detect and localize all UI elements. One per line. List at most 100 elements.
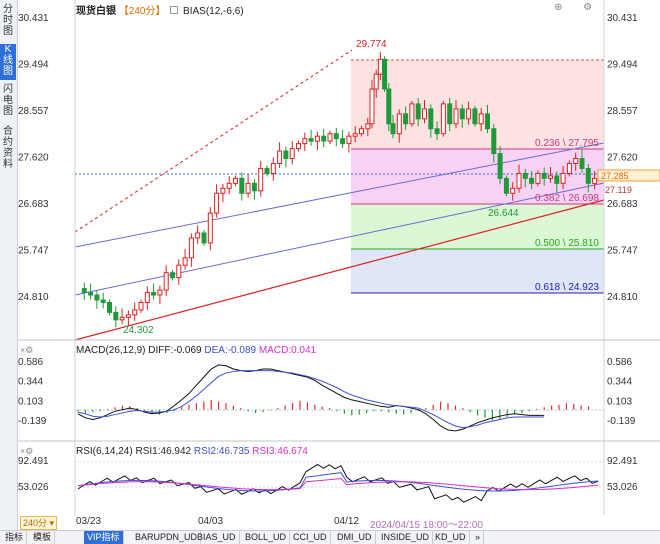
candle-body <box>138 301 144 311</box>
candle-body <box>289 148 295 160</box>
current-price-tag-text: 27.285 <box>601 171 629 181</box>
candle-body <box>510 187 516 194</box>
tab-indicator[interactable]: 指标 <box>2 531 28 544</box>
chart-header: 现货白银 【240分】 BIAS(12,-6,6) <box>76 2 244 17</box>
candle-body <box>214 192 220 214</box>
macd-panel-icons: ×⚙ <box>20 345 33 356</box>
candle-body <box>333 133 339 140</box>
tab-dmi[interactable]: DMI_UD <box>334 531 376 544</box>
candle-body <box>382 58 388 90</box>
tab-more-icon[interactable]: » <box>472 531 485 544</box>
candle-body <box>296 143 301 150</box>
cursor-time-label: 2024/04/15 18:00～22:00 <box>370 520 483 531</box>
candle-body <box>176 264 182 279</box>
candle-body <box>321 135 327 142</box>
rsi1-value: RSI1:46.942 <box>135 446 192 457</box>
tab-template[interactable]: 模板 <box>30 531 56 544</box>
candle-body <box>541 172 547 179</box>
settings-icon[interactable]: ⚙ <box>583 2 593 13</box>
candle-body <box>113 311 119 321</box>
candle-body <box>277 150 283 164</box>
low-label: 24.302 <box>123 325 154 336</box>
date-label: 04/03 <box>198 516 224 527</box>
y-tick-right: 25.747 <box>607 245 638 256</box>
candle-body <box>447 103 453 125</box>
trend-line-red[interactable] <box>74 199 605 341</box>
tab-timeshare[interactable]: 分时图 <box>3 4 13 37</box>
candle-body <box>529 177 535 184</box>
current-price-secondary: 27.119 <box>605 185 632 195</box>
chart-area[interactable]: 29.774 24.302 26.644 0.236 \ 27.795 0.38… <box>18 0 660 515</box>
tab-cci[interactable]: CCI_UD <box>290 531 331 544</box>
y-tick-right: 24.810 <box>607 292 638 303</box>
settings-square-icon[interactable] <box>170 6 179 14</box>
tab-boll[interactable]: BOLL_UD <box>242 531 291 544</box>
rsi2-value: RSI2:46.735 <box>193 446 250 457</box>
tab-lightning[interactable]: 闪电图 <box>3 84 13 117</box>
y-tick-right: 28.557 <box>607 106 638 117</box>
macd-y-ticks: 0.586 0.586 0.344 0.344 0.103 0.103 -0.139 -0.1… <box>18 357 636 427</box>
candle-body <box>359 128 364 135</box>
candle-body <box>340 138 346 145</box>
date-label: 04/12 <box>334 516 360 527</box>
close-icon[interactable]: × <box>20 345 26 355</box>
rsi-y-tick-left: 53.026 <box>18 482 49 493</box>
current-price-tag <box>597 169 660 182</box>
candle-body <box>233 177 238 184</box>
move-icon[interactable]: ⊕ <box>554 2 563 13</box>
fib-05-label: 0.500 \ 25.810 <box>535 238 599 249</box>
rsi3-line <box>77 478 599 491</box>
candle-body <box>107 301 112 313</box>
candle-body <box>566 162 572 174</box>
macd-diff-line <box>77 364 545 432</box>
settings-icon[interactable]: ⚙ <box>25 446 34 456</box>
rsi-title: RSI(6,14,24) <box>76 446 133 457</box>
candle-body <box>314 135 320 142</box>
settings-icon[interactable]: ⚙ <box>25 345 34 355</box>
candle-body <box>491 128 497 155</box>
macd-y-tick-left: 0.103 <box>18 396 43 407</box>
trend-line-blue-upper[interactable] <box>74 142 605 248</box>
tab-vip-indicator[interactable]: VIP指标 <box>84 531 124 544</box>
candle-body <box>440 103 446 135</box>
indicator-tab-bar: 指标 模板 VIP指标 BARUPDN_UD BIAS_UD BOLL_UD C… <box>0 530 660 544</box>
candle-body <box>125 314 131 318</box>
trend-line-dashed[interactable] <box>74 49 353 233</box>
tab-kd[interactable]: KD_UD <box>432 531 470 544</box>
candle-body <box>377 58 383 75</box>
candle-body <box>403 113 409 125</box>
tab-contract-info[interactable]: 合约资料 <box>3 126 13 170</box>
tab-barupdn[interactable]: BARUPDN_UD <box>132 531 202 544</box>
candle-body <box>88 292 94 296</box>
close-icon[interactable]: × <box>20 446 26 456</box>
candle-body <box>201 232 207 244</box>
y-tick-left: 24.810 <box>18 292 49 303</box>
kline-chart[interactable]: 29.774 24.302 26.644 0.236 \ 27.795 0.38… <box>18 0 660 515</box>
candlestick-series[interactable] <box>81 51 604 328</box>
y-tick-right: 26.683 <box>607 199 638 210</box>
left-tab-bar: 分时图 K线图 闪电图 合约资料 <box>0 0 18 530</box>
candle-body <box>144 292 150 303</box>
candle-body <box>100 299 106 303</box>
candle-body <box>119 316 125 321</box>
candle-body <box>302 138 308 145</box>
period-label: 【240分】 <box>118 6 166 17</box>
tab-bias[interactable]: BIAS_UD <box>194 531 240 544</box>
candle-body <box>548 175 553 179</box>
candle-body <box>573 158 579 164</box>
macd-value: MACD:0.041 <box>258 345 317 356</box>
rsi-header: RSI(6,14,24) RSI1:46.942 RSI2:46.735 RSI… <box>76 446 308 457</box>
candle-body <box>503 177 509 194</box>
rsi-y-tick-right: 92.491 <box>607 456 638 467</box>
macd-histogram <box>77 399 590 421</box>
period-badge[interactable]: 240分 ▾ <box>20 516 58 530</box>
trend-line-blue-lower[interactable] <box>74 182 605 296</box>
tab-inside[interactable]: INSIDE_UD <box>378 531 434 544</box>
candle-body <box>386 88 392 125</box>
candle-body <box>352 133 358 137</box>
candle-body <box>195 232 201 239</box>
macd-y-tick-right: 0.586 <box>607 357 632 368</box>
candle-body <box>478 113 484 125</box>
rsi-panel-icons: ×⚙ <box>20 446 33 457</box>
tab-kline[interactable]: K线图 <box>0 44 16 80</box>
